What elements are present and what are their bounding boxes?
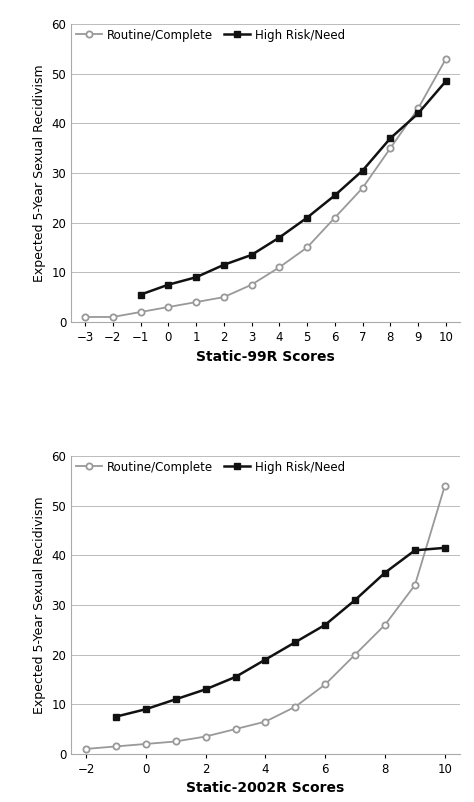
- X-axis label: Static-99R Scores: Static-99R Scores: [196, 350, 335, 363]
- Routine/Complete: [173, 737, 179, 747]
- High Risk/Need: [249, 250, 255, 260]
- Routine/Complete: [304, 243, 310, 253]
- Routine/Complete: [332, 213, 337, 222]
- Routine/Complete: [165, 302, 171, 312]
- Routine/Complete: [82, 312, 88, 322]
- High Risk/Need: [304, 213, 310, 222]
- Routine/Complete: [113, 742, 119, 751]
- Routine/Complete: [110, 312, 116, 322]
- Routine/Complete: [382, 620, 388, 630]
- Routine/Complete: [249, 280, 255, 290]
- Routine/Complete: [203, 731, 209, 741]
- Routine/Complete: [412, 581, 418, 590]
- High Risk/Need: [193, 273, 199, 282]
- High Risk/Need: [173, 695, 179, 704]
- High Risk/Need: [382, 568, 388, 577]
- High Risk/Need: [443, 76, 449, 86]
- Legend: Routine/Complete, High Risk/Need: Routine/Complete, High Risk/Need: [71, 456, 350, 479]
- Routine/Complete: [233, 724, 238, 734]
- High Risk/Need: [137, 290, 143, 299]
- Routine/Complete: [137, 307, 143, 317]
- Routine/Complete: [276, 262, 282, 272]
- Routine/Complete: [388, 144, 393, 153]
- Routine/Complete: [442, 481, 447, 491]
- Routine/Complete: [83, 744, 89, 754]
- Routine/Complete: [360, 183, 365, 192]
- High Risk/Need: [388, 133, 393, 143]
- Line: High Risk/Need: High Risk/Need: [137, 78, 449, 298]
- High Risk/Need: [263, 654, 268, 664]
- Routine/Complete: [263, 717, 268, 727]
- Y-axis label: Expected 5-Year Sexual Recidivism: Expected 5-Year Sexual Recidivism: [33, 64, 46, 282]
- High Risk/Need: [203, 685, 209, 695]
- High Risk/Need: [332, 191, 337, 200]
- High Risk/Need: [415, 108, 421, 118]
- High Risk/Need: [165, 280, 171, 290]
- Routine/Complete: [352, 650, 358, 659]
- High Risk/Need: [412, 545, 418, 555]
- X-axis label: Static-2002R Scores: Static-2002R Scores: [186, 781, 345, 796]
- High Risk/Need: [442, 543, 447, 553]
- Routine/Complete: [322, 679, 328, 689]
- High Risk/Need: [221, 260, 227, 269]
- High Risk/Need: [276, 233, 282, 242]
- Routine/Complete: [292, 702, 298, 711]
- High Risk/Need: [322, 620, 328, 630]
- Legend: Routine/Complete, High Risk/Need: Routine/Complete, High Risk/Need: [71, 24, 350, 47]
- Routine/Complete: [143, 739, 149, 749]
- Line: Routine/Complete: Routine/Complete: [82, 55, 449, 320]
- High Risk/Need: [143, 704, 149, 714]
- Routine/Complete: [193, 298, 199, 307]
- Routine/Complete: [415, 103, 421, 113]
- High Risk/Need: [360, 166, 365, 176]
- High Risk/Need: [352, 595, 358, 605]
- Routine/Complete: [221, 292, 227, 302]
- High Risk/Need: [292, 638, 298, 647]
- Line: High Risk/Need: High Risk/Need: [112, 545, 448, 720]
- Y-axis label: Expected 5-Year Sexual Recidivism: Expected 5-Year Sexual Recidivism: [33, 496, 46, 714]
- Line: Routine/Complete: Routine/Complete: [83, 483, 448, 752]
- High Risk/Need: [233, 672, 238, 682]
- High Risk/Need: [113, 712, 119, 722]
- Routine/Complete: [443, 54, 449, 63]
